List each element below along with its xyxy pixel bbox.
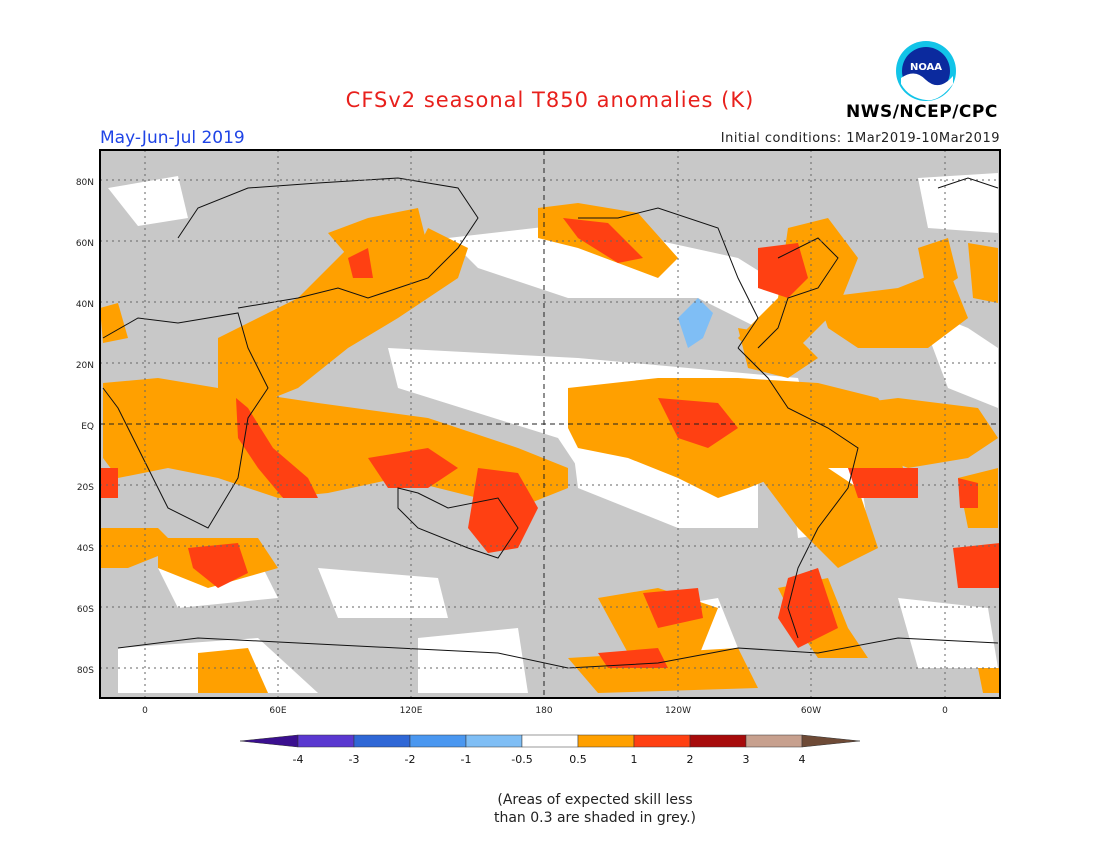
logo-text: NOAA <box>910 62 942 73</box>
colorbar-label: 1 <box>631 753 638 766</box>
colorbar-label: 4 <box>799 753 806 766</box>
lon-label: 180 <box>535 706 552 716</box>
colorbar-label: 2 <box>687 753 694 766</box>
initial-conditions: Initial conditions: 1Mar2019-10Mar2019 <box>720 131 1000 146</box>
colorbar-swatch <box>577 734 635 748</box>
colorbar-swatch <box>521 734 579 748</box>
lat-label: EQ <box>81 422 94 432</box>
colorbar-swatch <box>297 734 355 748</box>
anomaly-negative-regions <box>678 298 713 348</box>
agency-label: NWS/NCEP/CPC <box>846 102 998 122</box>
colorbar-swatch <box>409 734 467 748</box>
colorbar-label: 3 <box>743 753 750 766</box>
lon-label: 60W <box>801 706 821 716</box>
anomaly-map <box>99 149 1001 699</box>
skill-note-line1: (Areas of expected skill less <box>497 792 693 808</box>
skill-note-line2: than 0.3 are shaded in grey.) <box>493 810 696 826</box>
map-title: CFSv2 seasonal T850 anomalies (K) <box>345 88 755 112</box>
colorbar-arrow-low <box>239 734 299 748</box>
lat-label: 40S <box>77 544 94 554</box>
lon-label: 0 <box>942 706 948 716</box>
lon-label: 120E <box>400 706 423 716</box>
anomaly-1-2-regions <box>100 218 1000 668</box>
colorbar-swatch <box>633 734 691 748</box>
lon-label: 0 <box>142 706 148 716</box>
lat-label: 60N <box>76 239 94 249</box>
lat-label: 80N <box>76 178 94 188</box>
colorbar-label: -0.5 <box>511 753 532 766</box>
equator-dateline <box>100 150 1000 698</box>
graticule <box>100 150 1000 698</box>
noaa-logo: NOAA <box>896 41 956 101</box>
lat-label: 20S <box>77 483 94 493</box>
colorbar-label: 0.5 <box>569 753 587 766</box>
forecast-period: May-Jun-Jul 2019 <box>100 128 245 148</box>
latitude-axis: 80N 60N 40N 20N EQ 20S 40S 60S 80S <box>76 178 94 676</box>
colorbar-swatch <box>465 734 523 748</box>
lat-label: 40N <box>76 300 94 310</box>
lat-label: 80S <box>77 666 94 676</box>
colorbar-label: -4 <box>293 753 304 766</box>
map-frame <box>99 149 1001 699</box>
colorbar-label: -1 <box>461 753 472 766</box>
colorbar: -4 -3 -2 -1 -0.5 0.5 1 2 3 4 <box>239 734 861 766</box>
lat-label: 20N <box>76 361 94 371</box>
lat-label: 60S <box>77 605 94 615</box>
lon-label: 60E <box>269 706 286 716</box>
colorbar-label: -3 <box>349 753 360 766</box>
colorbar-label: -2 <box>405 753 416 766</box>
colorbar-arrow-high <box>801 734 861 748</box>
colorbar-swatch <box>689 734 747 748</box>
colorbar-swatch <box>745 734 803 748</box>
lon-label: 120W <box>665 706 691 716</box>
colorbar-swatch <box>353 734 411 748</box>
longitude-axis: 0 60E 120E 180 120W 60W 0 <box>142 706 948 716</box>
